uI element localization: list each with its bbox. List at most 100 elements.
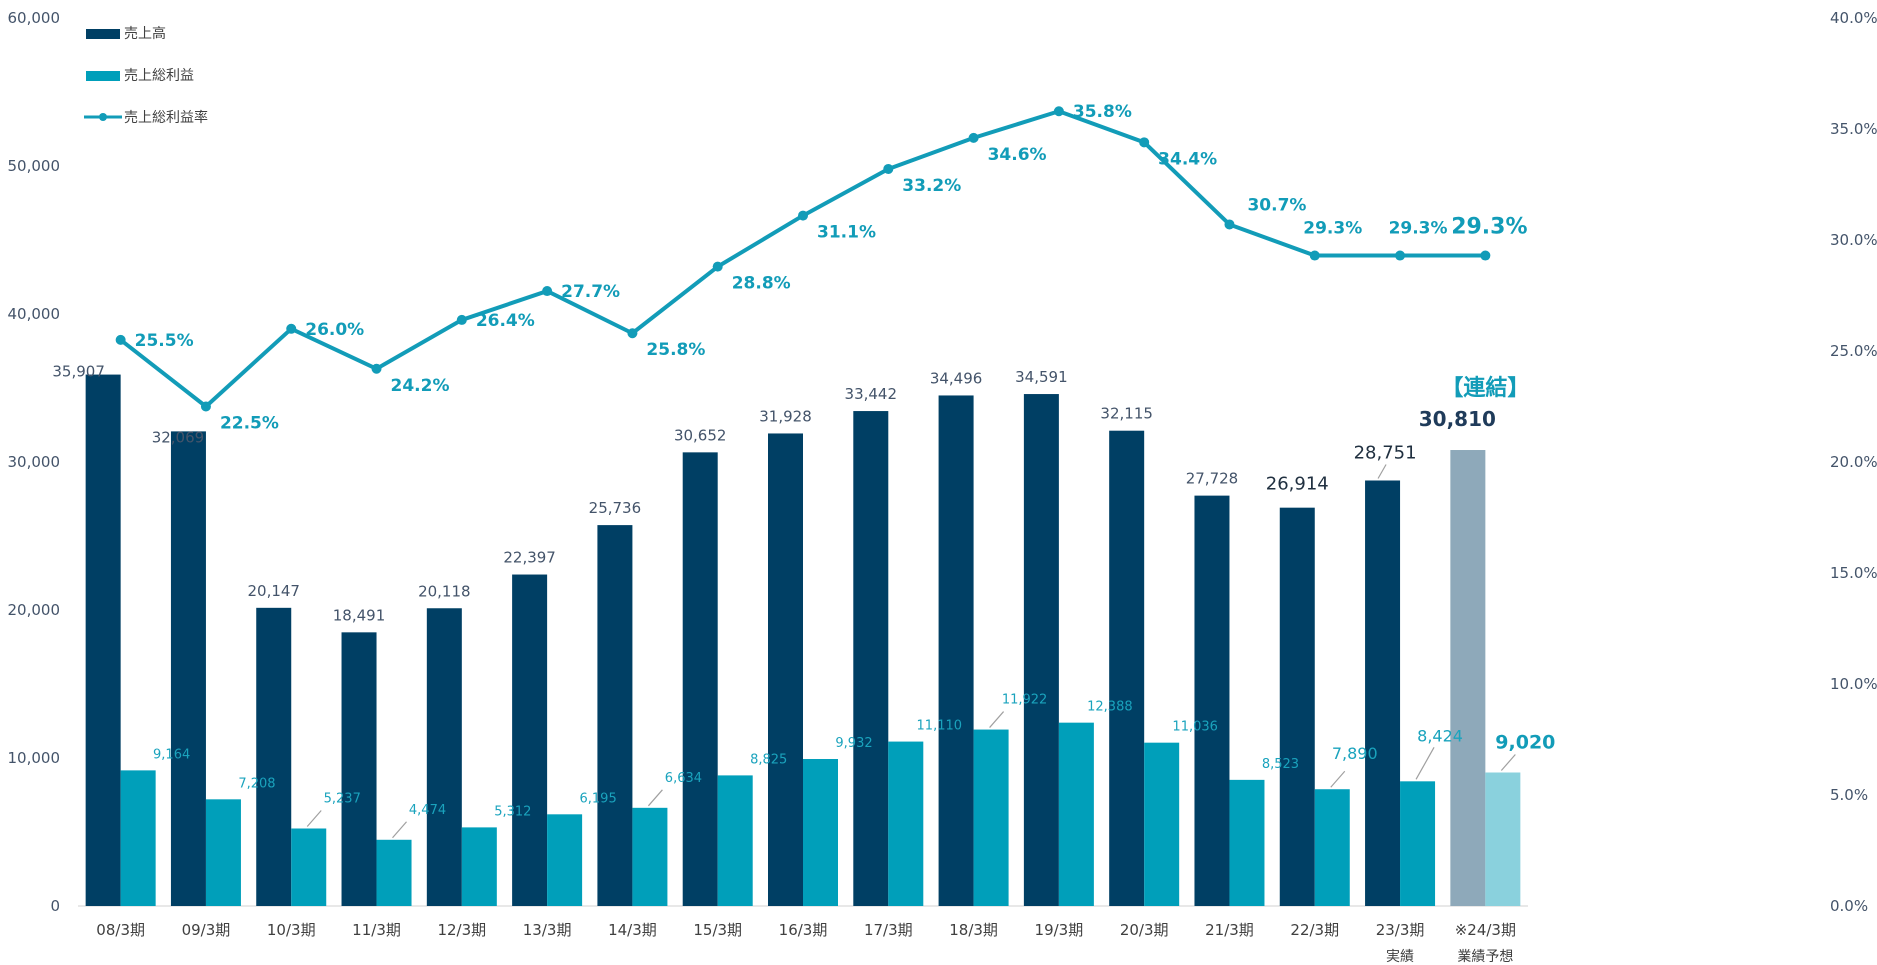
rate-data-label: 22.5% [220,414,279,434]
sales-data-label: 20,118 [418,582,471,600]
x-tick-label: 12/3期 [437,921,486,939]
legend-label-rate: 売上総利益率 [124,109,208,126]
gross-profit-label-leader [647,789,663,807]
sales-bar [256,607,292,906]
gross-profit-data-label: 5,312 [494,804,531,819]
rate-point [968,132,979,143]
rate-data-label: 24.2% [391,376,450,396]
y-left-tick-label: 0 [50,897,60,915]
gross-profit-data-label: 7,890 [1332,744,1378,763]
gross-profit-bar [1400,781,1436,906]
rate-point [542,286,553,297]
x-tick-label: 09/3期 [182,921,231,939]
sales-data-label: 32,069 [152,428,205,446]
x-tick-label: 20/3期 [1120,921,1169,939]
sales-data-label: 32,115 [1100,405,1153,423]
sales-bar [597,525,633,906]
y-right-tick-label: 40.0% [1830,9,1877,27]
rate-data-label: 34.6% [988,145,1047,165]
gross-profit-bar [1058,722,1094,906]
rate-data-label: 29.3% [1389,219,1448,239]
sales-data-label: 18,491 [333,606,386,624]
gross-profit-bar [888,741,924,906]
gross-profit-data-label: 11,036 [1172,720,1218,735]
gross-profit-label-leader [392,821,407,839]
sales-data-label: 22,397 [503,549,556,567]
consolidated-annotation: 【連結】 [1441,375,1529,401]
gross-profit-data-label: 11,922 [1002,693,1048,708]
sales-bar [512,574,548,906]
gross-profit-data-label: 11,110 [917,719,963,734]
sales-bar [1279,507,1315,906]
sales-data-label: 34,591 [1015,368,1068,386]
rate-point [456,314,467,325]
rate-data-label: 29.3% [1303,219,1362,239]
rate-data-label: 35.8% [1073,102,1132,122]
gross-profit-bar [1314,789,1350,906]
x-tick-label: 16/3期 [779,921,828,939]
sales-bar [1365,480,1401,906]
sales-data-label: 25,736 [589,499,642,517]
x-tick-label: 19/3期 [1035,921,1084,939]
gross-profit-bar [717,775,753,906]
x-tick-label: 15/3期 [693,921,742,939]
gross-profit-bar [803,759,838,906]
rate-point [627,328,638,339]
sales-bar [426,608,462,906]
legend-swatch-sales [86,29,120,39]
sales-data-label: 31,928 [759,407,812,425]
gross-profit-bar [547,814,583,906]
rate-data-label: 29.3% [1451,215,1527,240]
gross-profit-data-label: 8,424 [1417,726,1463,745]
rate-point [1395,250,1406,261]
x-tick-label: 22/3期 [1290,921,1339,939]
legend-swatch-rate-marker [99,113,107,121]
y-right-tick-label: 25.0% [1830,342,1877,360]
gross-profit-label-leader [989,711,1005,728]
rate-data-label: 28.8% [732,274,791,294]
rate-point [371,363,382,374]
sales-bar [1450,450,1486,906]
x-tick-label: 17/3期 [864,921,913,939]
gross-profit-data-label: 4,474 [409,803,446,818]
rate-data-label: 27.7% [561,282,620,302]
rate-data-label: 30.7% [1247,195,1306,215]
x-tick-label: 21/3期 [1205,921,1254,939]
gross-profit-data-label: 8,523 [1262,757,1299,772]
rate-data-label: 25.8% [646,340,705,360]
rate-point [883,163,894,174]
rate-point [115,334,126,345]
rate-point [1053,106,1064,117]
gross-profit-label-leader [1500,754,1516,771]
gross-profit-data-label: 6,195 [580,791,617,806]
gross-profit-bar [1144,742,1180,906]
rate-point [712,261,723,272]
sales-data-label: 28,751 [1354,442,1417,463]
sales-bar [682,452,718,906]
gross-profit-bar [205,799,241,906]
gross-profit-data-label: 12,388 [1087,700,1133,715]
gross-profit-data-label: 9,932 [835,736,872,751]
sales-data-label: 34,496 [930,369,983,387]
gross-profit-data-label: 9,020 [1495,732,1555,754]
sales-bar [768,433,803,906]
rate-data-label: 26.4% [476,311,535,331]
sales-bar [938,395,974,906]
gross-profit-bar [973,729,1009,906]
rate-point [200,401,211,412]
sales-data-label: 26,914 [1266,474,1329,495]
sales-bar [853,411,889,906]
gross-profit-rate-line [119,109,1486,409]
rate-point [1139,137,1150,148]
rate-point [1480,250,1491,261]
sales-data-label: 27,728 [1186,470,1239,488]
rate-point [1224,219,1235,230]
x-tick-label: 14/3期 [608,921,657,939]
sales-bar [85,374,121,906]
y-left-tick-label: 50,000 [8,157,61,175]
y-right-tick-label: 5.0% [1830,786,1868,804]
rate-data-label: 26.0% [305,320,364,340]
sales-bar [1023,394,1059,906]
x-tick-label: 08/3期 [96,921,145,939]
